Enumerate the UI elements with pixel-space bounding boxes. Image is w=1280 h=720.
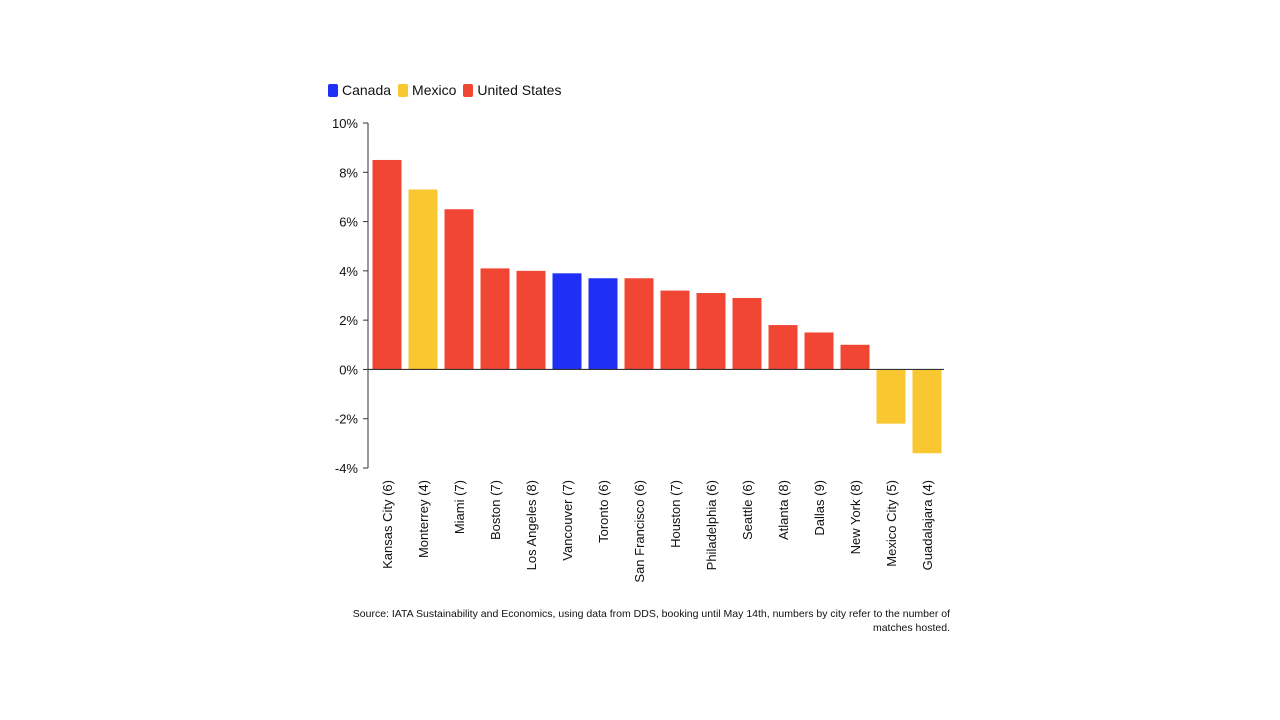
bar [372,159,402,370]
y-tick-label: 2% [339,313,358,328]
bar [696,293,726,370]
x-category-label: Mexico City (5) [884,480,899,567]
x-category-label: Houston (7) [668,480,683,548]
x-category-label: Kansas City (6) [380,480,395,569]
legend-label: Mexico [412,82,457,98]
y-tick-label: 6% [339,215,358,230]
x-category-label: Guadalajara (4) [920,480,935,570]
legend-swatch [463,83,474,97]
bar [768,325,798,370]
x-category-label: Atlanta (8) [776,480,791,540]
x-category-label: Monterrey (4) [416,480,431,558]
x-category-label: San Francisco (6) [632,480,647,583]
bar [732,297,762,370]
x-category-label: Los Angeles (8) [524,480,539,570]
legend-label: Canada [342,82,392,98]
bar [840,344,870,370]
bar [912,369,942,454]
x-category-label: Miami (7) [452,480,467,534]
y-tick-label: -4% [335,461,359,476]
x-category-label: Philadelphia (6) [704,480,719,570]
x-category-label: Toronto (6) [596,480,611,543]
legend-label: United States [477,82,562,98]
chart-legend: Canada Mexico United States [328,81,568,99]
legend-item: Canada [328,81,391,99]
bar [408,189,438,370]
bar [624,278,654,370]
x-category-label: New York (8) [848,480,863,554]
bar [588,278,618,370]
bar [480,268,510,370]
bar [804,332,834,370]
bar [660,290,690,370]
x-category-label: Dallas (9) [812,480,827,536]
legend-item: Mexico [398,81,456,99]
y-tick-label: 4% [339,264,358,279]
y-tick-label: 8% [339,165,358,180]
x-category-label: Vancouver (7) [560,480,575,561]
x-category-label: Seattle (6) [740,480,755,540]
source-note: Source: IATA Sustainability and Economic… [352,608,950,634]
y-tick-label: 10% [332,116,358,131]
legend-item: United States [463,81,561,99]
legend-swatch [328,83,338,97]
x-category-label: Boston (7) [488,480,503,540]
bar [552,273,582,370]
bar [876,369,906,424]
y-tick-label: 0% [339,362,358,377]
bar [444,209,474,370]
legend-swatch [398,83,409,97]
y-tick-label: -2% [335,412,359,427]
bar [516,270,546,370]
